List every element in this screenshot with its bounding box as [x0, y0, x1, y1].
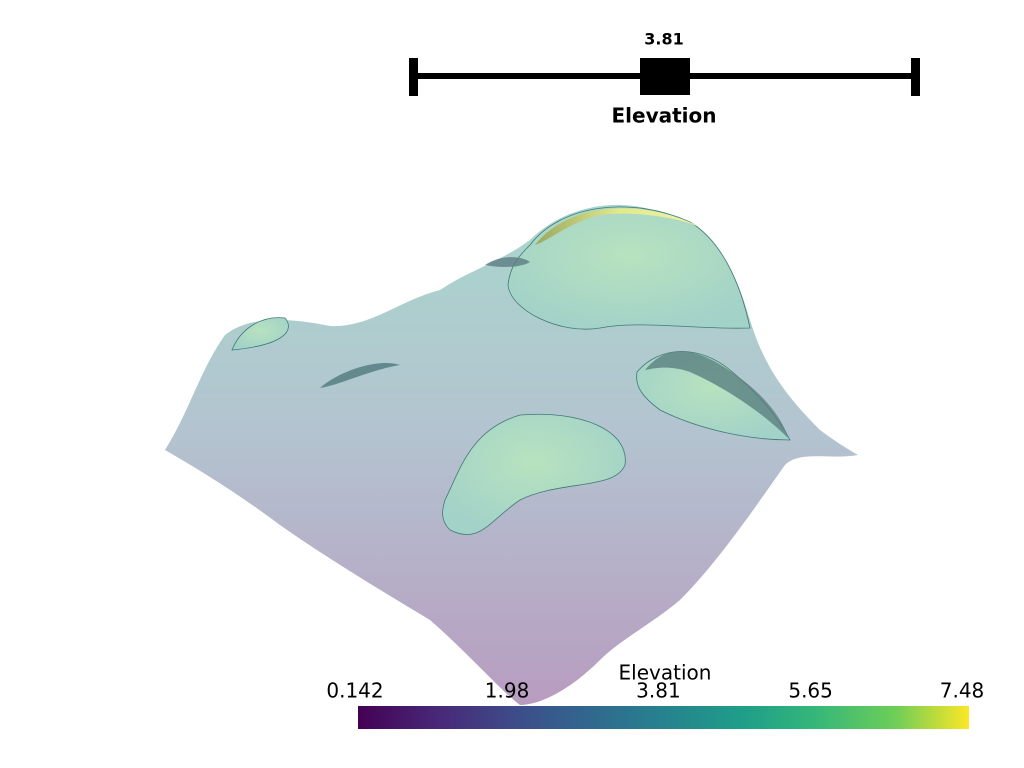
- slider-value: 3.81: [644, 30, 683, 49]
- color-ramp: [358, 706, 969, 729]
- surface: [165, 204, 858, 705]
- tick-label: 7.48: [940, 679, 985, 703]
- scalar-bar-title: Elevation: [619, 661, 712, 685]
- tick-label: 0.142: [326, 679, 383, 703]
- slider-handle[interactable]: [640, 58, 690, 95]
- slider-cap: [911, 58, 920, 96]
- tick-label: 3.81: [636, 679, 681, 703]
- tick-label: 5.65: [788, 679, 833, 703]
- slider-cap: [409, 58, 418, 96]
- tick-label: 1.98: [485, 679, 530, 703]
- scalar-bar: Elevation 0.142 1.98 3.81 5.65 7.48: [326, 661, 985, 729]
- slider-title: Elevation: [611, 104, 716, 128]
- slider[interactable]: 3.81 Elevation: [409, 30, 920, 128]
